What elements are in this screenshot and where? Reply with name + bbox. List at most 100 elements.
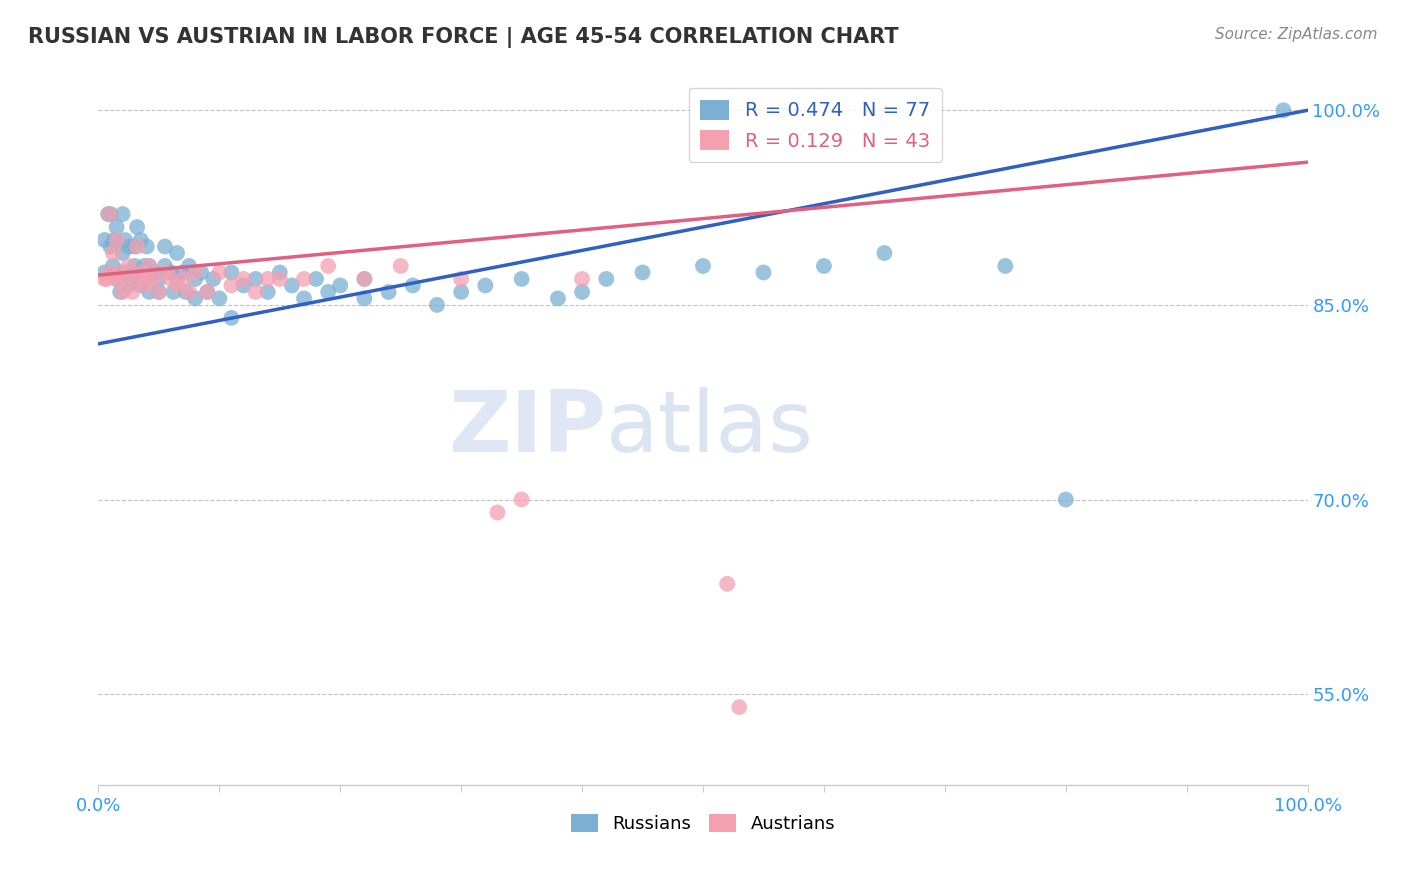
Point: [269, 265, 291, 279]
Point: [96, 272, 118, 286]
Point: [174, 285, 197, 299]
Point: [692, 259, 714, 273]
Point: [124, 259, 146, 273]
Text: Source: ZipAtlas.com: Source: ZipAtlas.com: [1215, 27, 1378, 42]
Point: [172, 265, 194, 279]
Point: [114, 265, 136, 279]
Point: [129, 233, 152, 247]
Point: [316, 285, 339, 299]
Point: [179, 285, 201, 299]
Point: [114, 233, 136, 247]
Point: [752, 265, 775, 279]
Point: [474, 278, 496, 293]
Point: [184, 265, 207, 279]
Point: [221, 278, 243, 293]
Point: [93, 272, 115, 286]
Point: [153, 239, 176, 253]
Point: [118, 259, 141, 273]
Point: [195, 285, 218, 299]
Point: [148, 272, 170, 286]
Point: [1054, 492, 1077, 507]
Point: [111, 285, 134, 299]
Point: [103, 233, 125, 247]
Point: [97, 207, 120, 221]
Point: [98, 207, 121, 221]
Point: [160, 265, 183, 279]
Point: [353, 272, 375, 286]
Point: [108, 285, 131, 299]
Point: [134, 278, 156, 293]
Point: [100, 239, 122, 253]
Point: [256, 272, 278, 286]
Point: [124, 272, 146, 286]
Point: [450, 285, 472, 299]
Point: [232, 278, 254, 293]
Legend: Russians, Austrians: Russians, Austrians: [564, 806, 842, 840]
Point: [631, 265, 654, 279]
Point: [108, 265, 131, 279]
Point: [426, 298, 449, 312]
Point: [208, 292, 231, 306]
Point: [127, 265, 149, 279]
Point: [184, 292, 207, 306]
Point: [129, 265, 152, 279]
Text: ZIP: ZIP: [449, 386, 606, 470]
Point: [111, 207, 134, 221]
Point: [148, 285, 170, 299]
Point: [172, 272, 194, 286]
Point: [135, 272, 157, 286]
Point: [1272, 103, 1295, 118]
Point: [221, 310, 243, 325]
Point: [190, 265, 212, 279]
Point: [305, 272, 328, 286]
Point: [232, 272, 254, 286]
Point: [135, 272, 157, 286]
Point: [316, 259, 339, 273]
Point: [450, 272, 472, 286]
Point: [101, 246, 124, 260]
Point: [353, 292, 375, 306]
Point: [105, 220, 128, 235]
Point: [127, 239, 149, 253]
Point: [105, 272, 128, 286]
Point: [121, 272, 143, 286]
Point: [353, 272, 375, 286]
Point: [118, 239, 141, 253]
Point: [93, 265, 115, 279]
Point: [153, 259, 176, 273]
Point: [162, 285, 184, 299]
Point: [129, 278, 152, 293]
Point: [142, 265, 165, 279]
Point: [135, 239, 157, 253]
Point: [245, 272, 267, 286]
Point: [994, 259, 1017, 273]
Point: [510, 492, 533, 507]
Point: [571, 285, 593, 299]
Point: [114, 272, 136, 286]
Point: [716, 577, 738, 591]
Point: [148, 285, 170, 299]
Point: [105, 272, 128, 286]
Point: [329, 278, 352, 293]
Point: [108, 265, 131, 279]
Point: [166, 278, 188, 293]
Text: atlas: atlas: [606, 386, 814, 470]
Text: RUSSIAN VS AUSTRIAN IN LABOR FORCE | AGE 45-54 CORRELATION CHART: RUSSIAN VS AUSTRIAN IN LABOR FORCE | AGE…: [28, 27, 898, 48]
Point: [292, 272, 315, 286]
Point: [111, 246, 134, 260]
Point: [127, 220, 149, 235]
Point: [100, 207, 122, 221]
Point: [389, 259, 412, 273]
Point: [728, 700, 751, 714]
Point: [292, 292, 315, 306]
Point: [105, 233, 128, 247]
Point: [221, 265, 243, 279]
Point: [813, 259, 835, 273]
Point: [166, 246, 188, 260]
Point: [184, 272, 207, 286]
Point: [547, 292, 569, 306]
Point: [510, 272, 533, 286]
Point: [269, 272, 291, 286]
Point: [138, 259, 160, 273]
Point: [595, 272, 617, 286]
